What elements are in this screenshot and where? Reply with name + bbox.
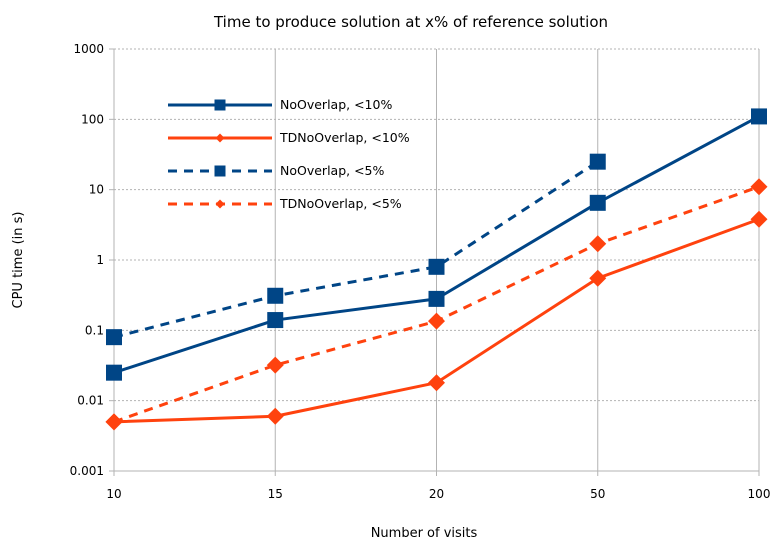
y-tick-label: 0.1: [85, 323, 104, 337]
legend-item: TDNoOverlap, <5%: [168, 196, 402, 211]
series-0: [106, 108, 767, 381]
x-tick-label: 10: [106, 487, 121, 501]
data-point: [267, 287, 284, 304]
data-point: [267, 312, 284, 329]
x-tick-label: 100: [748, 487, 771, 501]
y-tick-label: 10: [89, 183, 104, 197]
y-tick-label: 0.001: [70, 464, 104, 478]
series-2: [106, 153, 606, 346]
data-point: [750, 178, 768, 196]
legend-marker: [214, 165, 226, 177]
data-point: [750, 210, 768, 228]
x-ticks: 10 15 20 50 100: [106, 487, 770, 501]
data-point: [266, 356, 284, 374]
y-tick-label: 100: [81, 112, 104, 126]
legend-marker: [215, 199, 225, 209]
y-tick-label: 0.01: [77, 394, 104, 408]
legend-marker: [214, 99, 226, 111]
data-point: [589, 269, 607, 287]
legend-item: TDNoOverlap, <10%: [168, 130, 410, 145]
data-point: [428, 258, 445, 275]
legend-label: TDNoOverlap, <10%: [279, 130, 410, 145]
data-point: [589, 194, 606, 211]
series-line: [113, 160, 599, 339]
y-axis-label: CPU time (in s): [11, 212, 26, 309]
legend-label: NoOverlap, <10%: [280, 97, 392, 112]
x-tick-label: 15: [268, 487, 283, 501]
x-tick-label: 20: [429, 487, 444, 501]
data-point: [428, 290, 445, 307]
x-tick-label: 50: [590, 487, 605, 501]
x-axis-label: Number of visits: [371, 526, 478, 541]
data-point: [106, 329, 122, 346]
data-point: [105, 413, 123, 431]
data-point: [106, 364, 122, 381]
legend-label: NoOverlap, <5%: [280, 163, 385, 178]
y-tick-label: 1: [96, 253, 104, 267]
data-point: [751, 108, 767, 125]
legend-label: TDNoOverlap, <5%: [279, 196, 402, 211]
legend: NoOverlap, <10% TDNoOverlap, <10% NoOverla…: [168, 97, 410, 211]
legend-item: NoOverlap, <10%: [168, 97, 392, 112]
legend-item: NoOverlap, <5%: [168, 163, 385, 178]
chart-title: Time to produce solution at x% of refere…: [213, 13, 608, 31]
data-point: [266, 407, 284, 425]
y-tick-label: 1000: [73, 42, 104, 56]
data-point: [428, 312, 445, 330]
data-point: [589, 153, 606, 170]
series-1: [105, 210, 768, 431]
axes: [109, 48, 760, 476]
data-point: [428, 374, 445, 392]
y-ticks: 0.001 0.01 0.1 1 10 100 1000: [70, 42, 104, 478]
series: [105, 108, 768, 431]
data-point: [589, 235, 607, 253]
legend-marker: [215, 133, 225, 143]
